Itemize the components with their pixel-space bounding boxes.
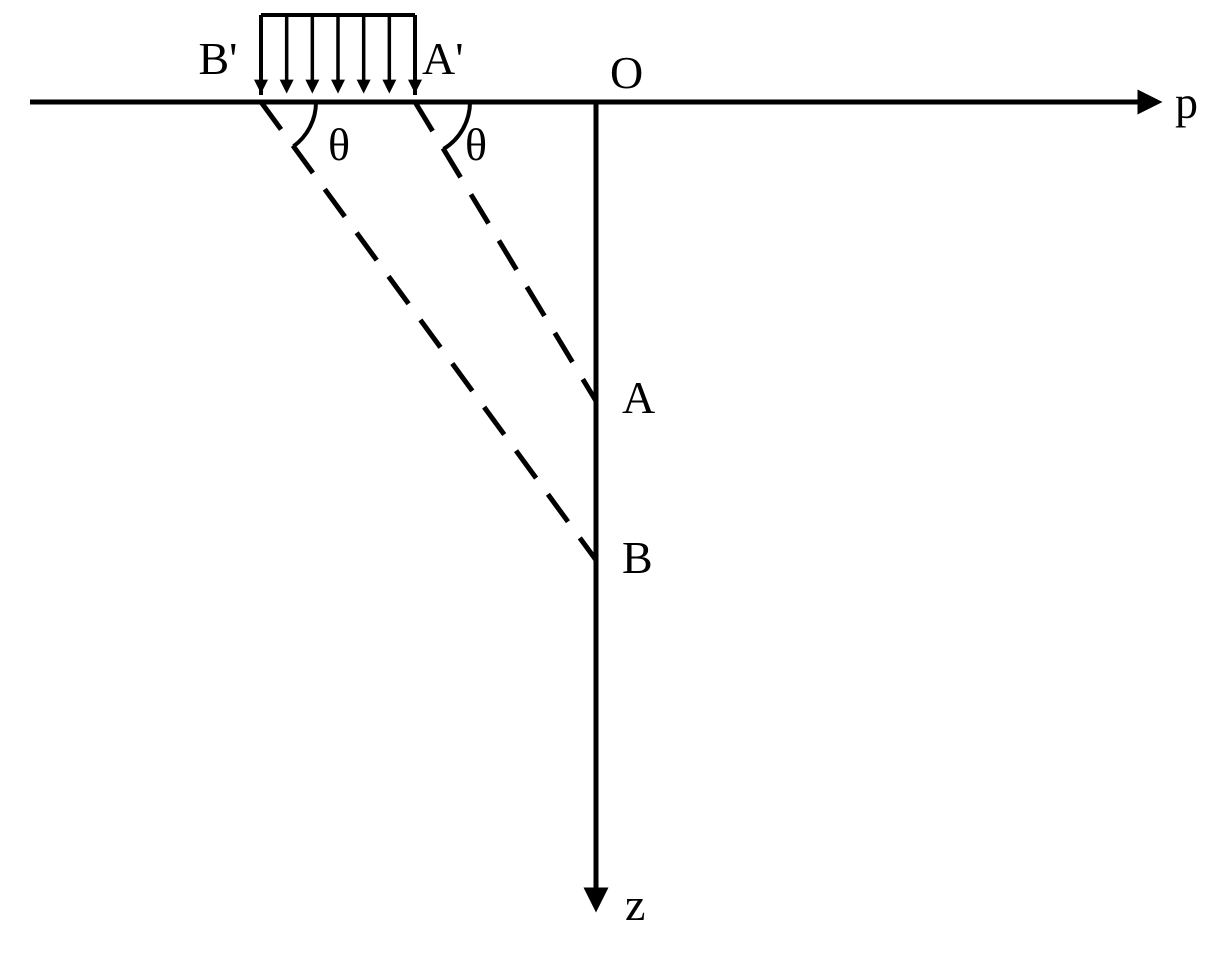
point-b-label: B bbox=[622, 532, 653, 583]
point-a-label: A bbox=[622, 372, 655, 423]
line-aprime-a bbox=[415, 102, 596, 401]
line-bprime-b bbox=[261, 102, 596, 560]
theta-label-2: θ bbox=[465, 119, 487, 170]
p-axis-label: p bbox=[1175, 77, 1198, 128]
theta-label-1: θ bbox=[328, 119, 350, 170]
z-axis-label: z bbox=[625, 879, 645, 930]
mechanics-diagram: pzOB'A'θθAB bbox=[0, 0, 1206, 959]
theta-arc-bprime bbox=[293, 102, 316, 146]
b-prime-label: B' bbox=[199, 33, 238, 84]
origin-label: O bbox=[610, 47, 643, 98]
a-prime-label: A' bbox=[422, 33, 464, 84]
